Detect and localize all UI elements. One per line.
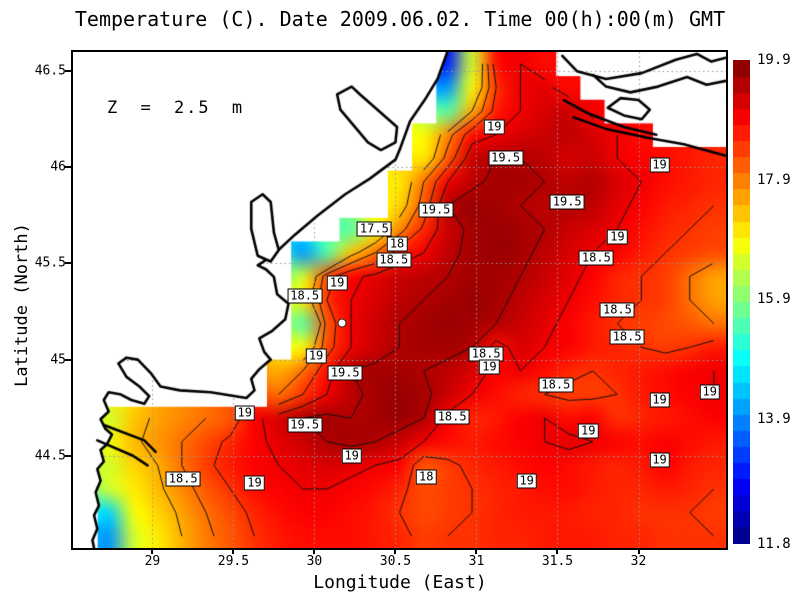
contour-label: 19.5: [287, 417, 323, 433]
x-tick-mark: [394, 548, 397, 554]
x-tick-mark: [232, 548, 235, 554]
y-tick-label: 46: [50, 159, 66, 175]
contour-label: 18.5: [609, 329, 645, 345]
contour-label: 19: [341, 448, 362, 464]
y-tick-mark: [65, 454, 71, 457]
contour-label: 18.5: [468, 346, 504, 362]
colorbar-tick-label: 11.8: [757, 536, 791, 552]
contour-label: 19: [484, 119, 505, 135]
plot-area: Z = 2.5 m 19 19.5 19 19.5 17.5 18 18.5 19.5 19 18…: [71, 50, 728, 550]
contour-label: 19.5: [488, 150, 524, 166]
x-tick-label: 29.5: [217, 554, 250, 569]
contour-label: 19: [607, 229, 628, 245]
contour-label: 19: [649, 452, 670, 468]
y-tick-mark: [65, 262, 71, 265]
colorbar-tick-label: 13.9: [757, 410, 791, 427]
contour-label: 19: [578, 423, 599, 439]
contour-label: 18.5: [376, 252, 412, 268]
y-tick-label: 45.5: [34, 255, 66, 271]
contour-label: 19.5: [549, 194, 585, 210]
x-tick-mark: [313, 548, 316, 554]
contour-label: 18.5: [165, 471, 201, 487]
station-marker: [337, 318, 347, 328]
contour-label: 19: [244, 475, 265, 491]
y-tick-mark: [65, 166, 71, 169]
contour-label: 18: [416, 469, 437, 485]
contour-label: 18: [386, 236, 408, 252]
y-tick-mark: [65, 70, 71, 73]
colorbar-tick-label: 15.9: [757, 291, 791, 307]
contour-label: 18.5: [578, 250, 614, 266]
x-tick-label: 29: [144, 554, 161, 569]
y-axis-label: Latitude (North): [12, 223, 32, 387]
x-tick-label: 31.5: [541, 554, 574, 569]
colorbar: [733, 60, 750, 544]
x-tick-label: 30: [306, 554, 323, 569]
y-tick-label: 44.5: [34, 448, 66, 464]
contour-label: 19: [234, 405, 255, 421]
contour-label: 19: [649, 392, 670, 408]
contour-label: 19: [699, 384, 721, 400]
contour-label: 18.5: [287, 288, 323, 304]
contour-label: 17.5: [356, 221, 392, 237]
contour-label: 18.5: [538, 377, 574, 393]
chart-title: Temperature (C). Date 2009.06.02. Time 0…: [74, 7, 726, 31]
contour-label: 19: [479, 359, 500, 375]
x-tick-label: 31: [468, 554, 485, 569]
contour-label: 19: [305, 348, 327, 364]
contour-label: 18.5: [599, 302, 635, 318]
contour-label: 19: [516, 473, 537, 489]
x-tick-mark: [556, 548, 559, 554]
x-axis-label: Longitude (East): [313, 572, 487, 593]
x-tick-label: 32: [630, 554, 647, 569]
contour-label: 19: [326, 275, 348, 291]
x-tick-label: 30.5: [379, 554, 412, 569]
contour-label: 19: [649, 157, 670, 173]
temperature-map-canvas: [73, 52, 726, 548]
y-tick-label: 45: [50, 352, 66, 368]
x-tick-mark: [475, 548, 478, 554]
x-tick-mark: [151, 548, 154, 554]
contour-label: 18.5: [434, 409, 470, 425]
y-tick-label: 46.5: [34, 63, 66, 79]
x-tick-mark: [637, 548, 640, 554]
colorbar-tick-label: 17.9: [757, 171, 791, 188]
contour-label: 19.5: [418, 202, 454, 218]
contour-label: 19.5: [327, 365, 363, 381]
depth-annotation: Z = 2.5 m: [107, 98, 245, 118]
colorbar-tick-label: 19.9: [757, 52, 791, 68]
y-tick-mark: [65, 358, 71, 361]
